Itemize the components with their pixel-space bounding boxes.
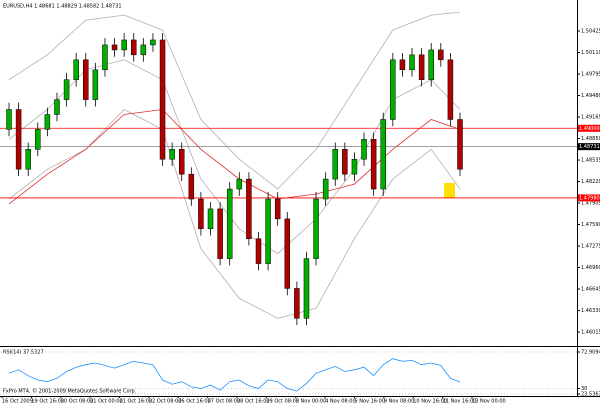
candle-body xyxy=(140,44,147,56)
candle-body xyxy=(15,109,22,170)
x-tick-label: 9 Nov 08:00 xyxy=(384,399,415,404)
candle-body xyxy=(130,39,137,56)
candle-body xyxy=(178,149,185,175)
x-tick-label: 22 Oct 08:00 xyxy=(149,399,182,404)
candle-body xyxy=(73,59,79,80)
candle-body xyxy=(370,139,377,190)
y-tick-label: 1.47590 xyxy=(581,222,600,228)
level-label: 1.48731 xyxy=(579,144,600,150)
x-tick-label: 10 Nov 16:00 xyxy=(413,399,447,404)
y-tick-label: 1.46960 xyxy=(581,265,600,271)
candle-body xyxy=(217,208,223,259)
x-tick-label: 16 Oct 2009 xyxy=(2,399,33,404)
x-tick-label: 21 Oct 00:00 xyxy=(90,399,123,404)
y-tick-label: 1.47275 xyxy=(581,244,600,250)
x-tick-label: 21 Oct 16:00 xyxy=(120,399,153,404)
y-tick-label: 1.47905 xyxy=(581,201,600,207)
x-tick-label: 28 Oct 16:00 xyxy=(237,399,270,404)
level-tag xyxy=(578,194,600,202)
candle-body xyxy=(332,149,339,180)
level-label: 1.47980 xyxy=(579,195,600,201)
candle-body xyxy=(236,178,243,190)
candle-body xyxy=(303,258,310,319)
candle-body xyxy=(428,49,434,80)
y-tick-label: 1.46015 xyxy=(581,330,600,336)
rsi-line xyxy=(8,358,461,392)
y-tick-label: 23.5363 xyxy=(581,392,600,398)
y-tick-label: 1.48535 xyxy=(581,158,600,164)
plot: 1.50425 1.50110 1.49795 1.49480 1.49165 1.488… xyxy=(0,11,600,404)
candle-body xyxy=(447,59,454,120)
candle-body xyxy=(25,149,31,170)
candle-body xyxy=(207,208,214,230)
x-tick-label: 5 Nov 16:00 xyxy=(355,399,386,404)
y-tick-label: 1.46330 xyxy=(581,308,600,314)
y-tick-label: 1.48850 xyxy=(581,136,600,142)
candle-body xyxy=(6,109,12,130)
x-tick-label: 11 Nov 16:00 xyxy=(443,399,477,404)
level-tag xyxy=(578,124,600,132)
indicator-line xyxy=(8,11,461,190)
x-tick-label: 13 Nov 00:00 xyxy=(472,399,506,404)
candle-body xyxy=(246,178,252,239)
candle-body xyxy=(111,44,118,51)
candle-body xyxy=(255,238,262,264)
indicator-title: RSI(14) 37.5327 xyxy=(3,350,44,356)
y-tick-label: 72.9094 xyxy=(581,350,600,356)
level-tag xyxy=(578,143,600,151)
chart-header: EURUSD,H4 1.48681 1.48829 1.48582 1.4873… xyxy=(3,4,122,10)
level-label: 1.49000 xyxy=(579,126,600,132)
candle-body xyxy=(390,59,396,120)
candle-body xyxy=(342,149,348,175)
candle-body xyxy=(438,49,444,61)
candle-body xyxy=(409,54,415,71)
x-tick-label: 19 Oct 16:00 xyxy=(31,399,64,404)
y-tick-label: 1.46645 xyxy=(581,287,600,293)
candle-body xyxy=(313,198,319,259)
x-tick-label: 3 Nov 00:00 xyxy=(296,399,327,404)
footer: FxPro MT4, © 2001-2009 MetaQuotes Softwa… xyxy=(3,388,137,395)
candle-body xyxy=(226,188,233,259)
y-tick-label: 1.49795 xyxy=(581,72,600,78)
x-tick-label: 4 Nov 08:00 xyxy=(325,399,356,404)
y-tick-label: 30 xyxy=(581,386,587,392)
y-tick-label: 1.50110 xyxy=(581,50,600,56)
candle-body xyxy=(361,139,367,160)
candle-body xyxy=(198,198,204,230)
x-tick-label: 20 Oct 08:00 xyxy=(61,399,94,404)
candle-body xyxy=(159,39,166,160)
candle-body xyxy=(44,114,51,130)
candle-body xyxy=(418,54,425,80)
y-tick-label: 1.49165 xyxy=(581,115,600,121)
candle-body xyxy=(351,158,358,175)
candle-body xyxy=(35,129,41,150)
y-tick-label: 1.49480 xyxy=(581,93,600,99)
x-tick-label: 26 Oct 16:00 xyxy=(178,399,211,404)
candle-body xyxy=(322,178,329,200)
candle-body xyxy=(457,119,463,170)
candle-body xyxy=(121,39,127,51)
x-tick-label: 27 Oct 08:00 xyxy=(208,399,241,404)
candle-body xyxy=(102,44,108,71)
y-tick-label: 1.48220 xyxy=(581,179,600,185)
candle-body xyxy=(294,288,300,319)
candle-body xyxy=(92,69,99,100)
candle-body xyxy=(54,99,60,115)
candle-body xyxy=(150,39,156,46)
candle-body xyxy=(399,59,406,71)
highlight xyxy=(444,183,455,198)
candle-body xyxy=(265,198,271,264)
candle-body xyxy=(63,79,70,100)
x-tick-label: 29 Oct 08:00 xyxy=(266,399,299,404)
candle-body xyxy=(274,198,281,220)
candle-body xyxy=(284,218,291,289)
candle-body xyxy=(169,149,175,160)
candle-body xyxy=(188,173,195,200)
candle-body xyxy=(380,119,386,190)
y-tick-label: 1.50425 xyxy=(581,29,600,35)
candle-body xyxy=(83,59,89,100)
